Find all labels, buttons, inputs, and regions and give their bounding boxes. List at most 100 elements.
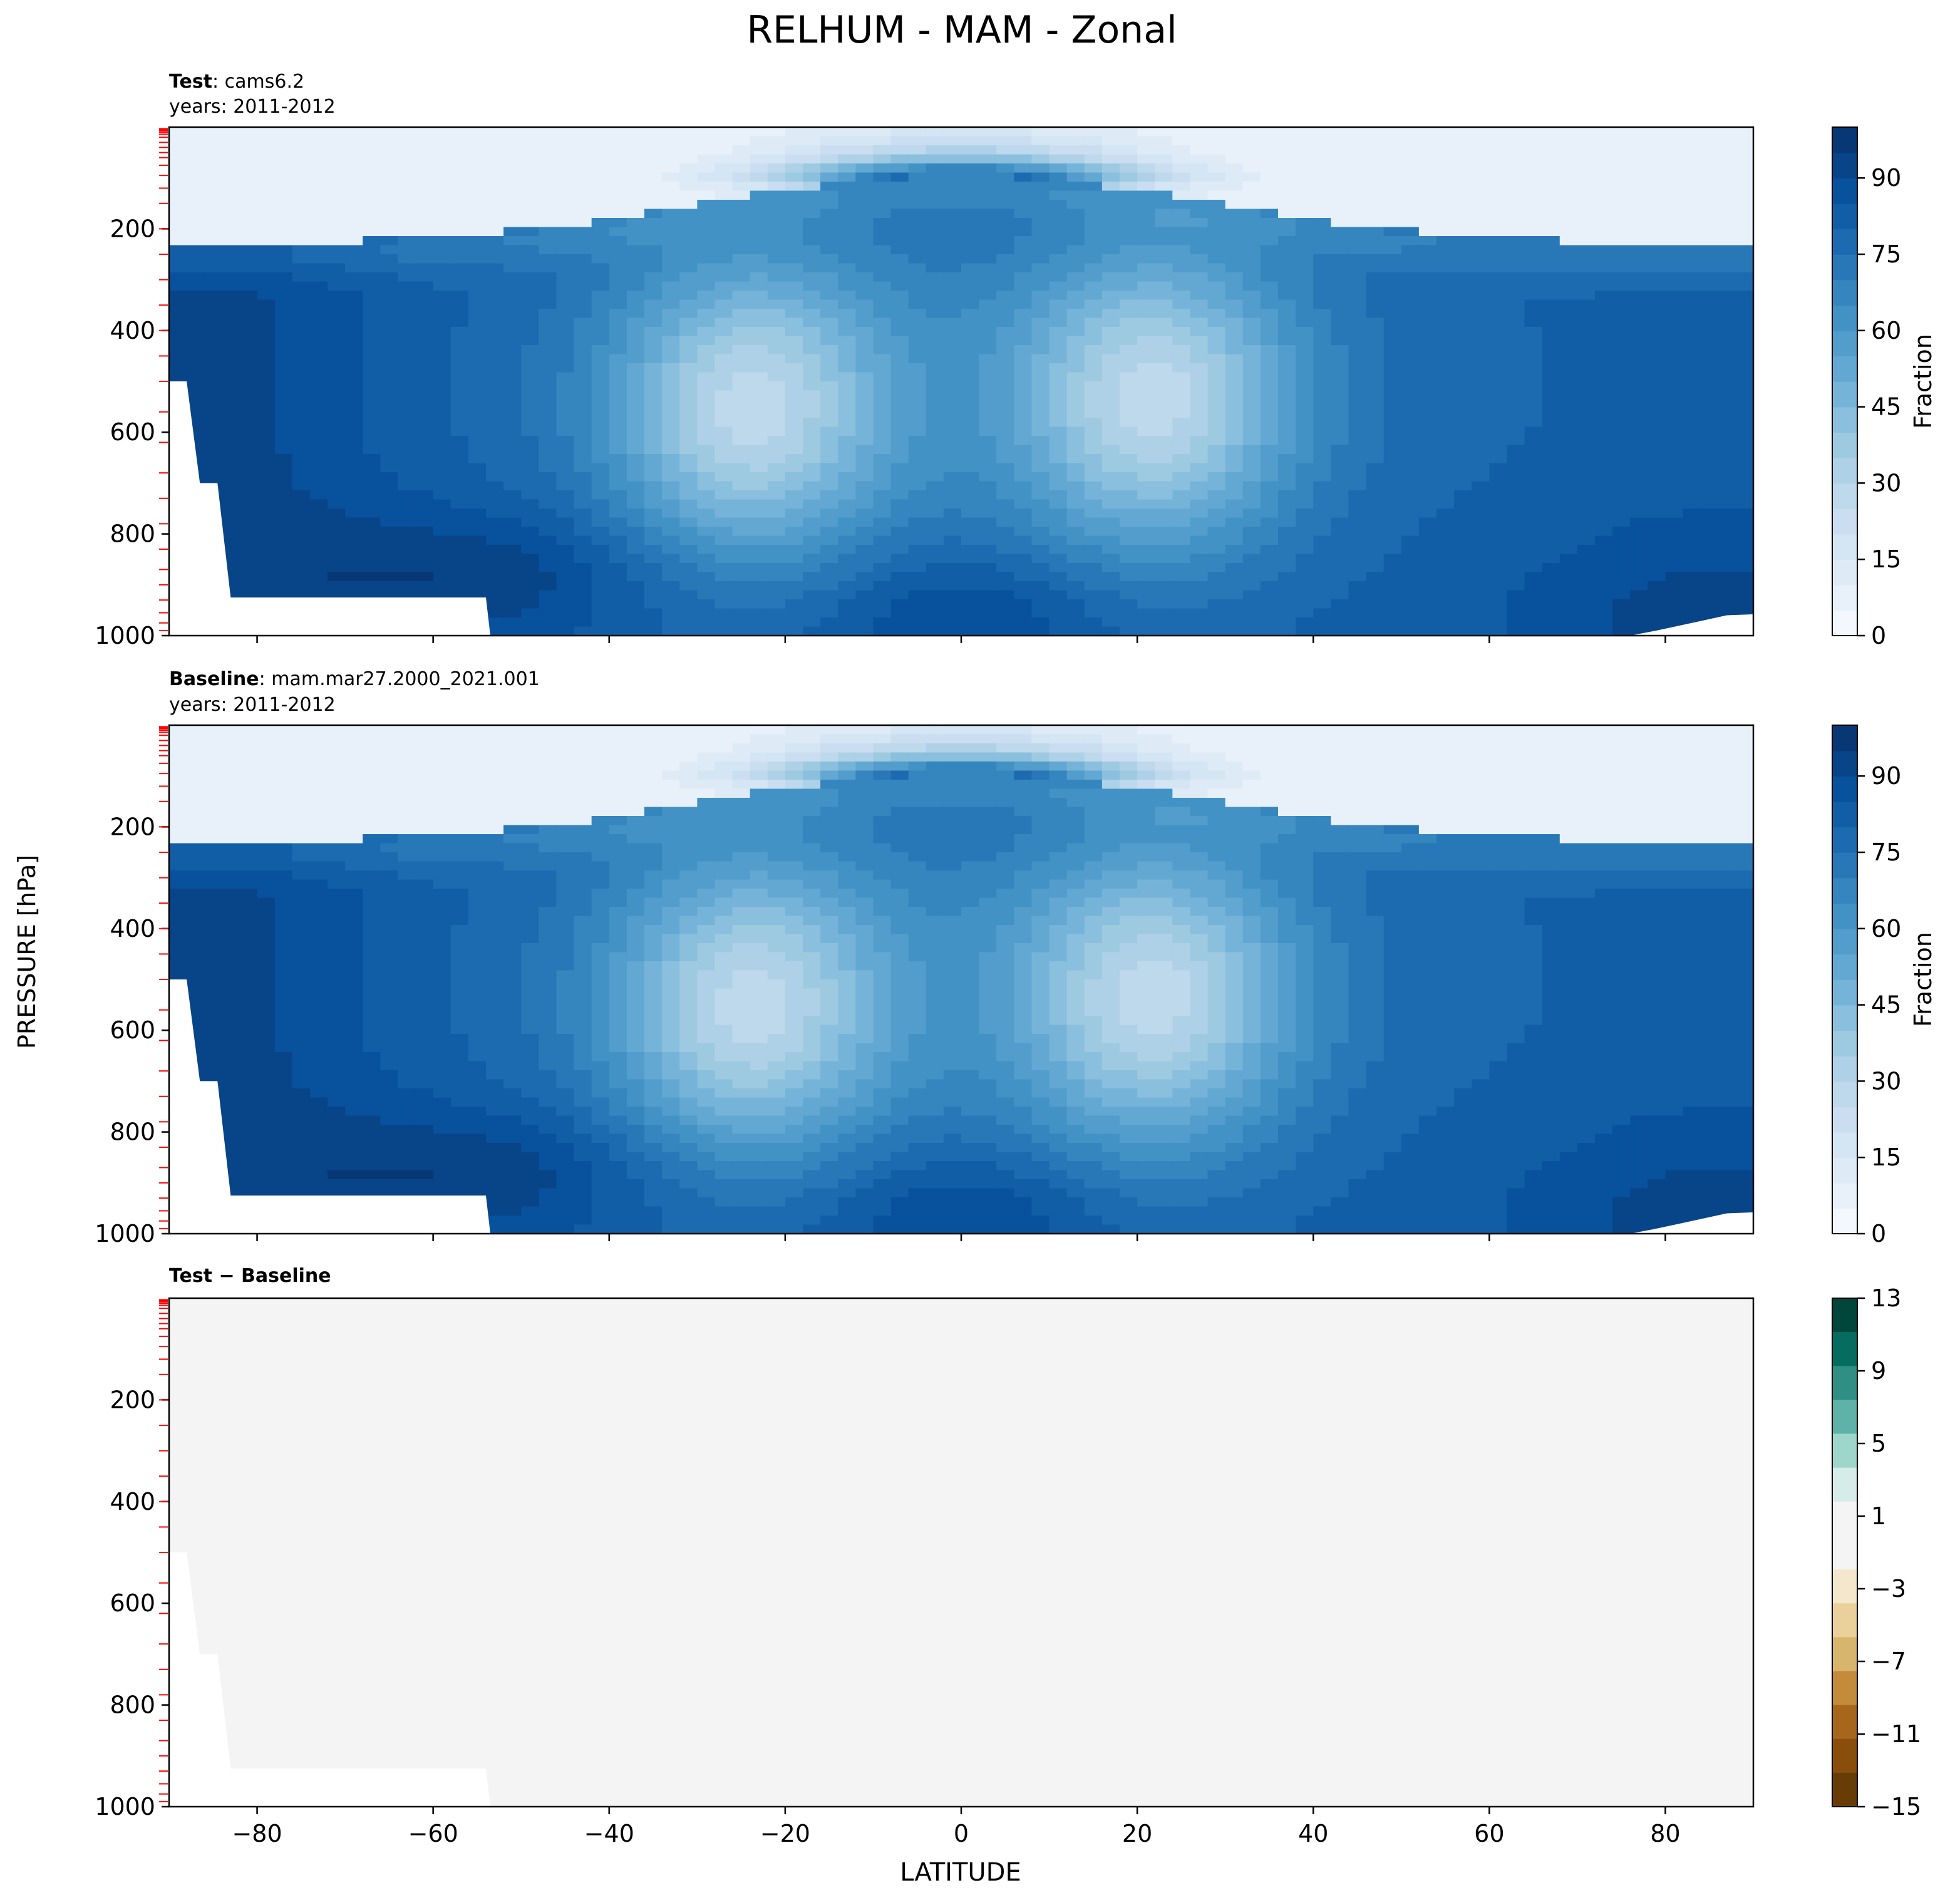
contour-cell (1454, 354, 1473, 364)
contour-cell (433, 363, 451, 373)
contour-cell (486, 418, 505, 428)
contour-cell (1489, 309, 1508, 319)
contour-cell (1472, 345, 1490, 355)
contour-cell (468, 545, 487, 555)
contour-cell (908, 263, 927, 273)
contour-cell (679, 190, 698, 200)
contour-cell (1348, 309, 1367, 319)
contour-cell (1683, 381, 1701, 391)
contour-cell (1401, 509, 1420, 519)
contour-cell (1612, 581, 1631, 591)
contour-cell (1648, 617, 1666, 627)
contour-cell (979, 426, 998, 436)
contour-cell (1084, 563, 1103, 573)
contour-cell (803, 345, 822, 355)
contour-cell (1207, 182, 1226, 192)
contour-cell (363, 390, 381, 400)
contour-cell (1120, 572, 1138, 582)
contour-cell (1296, 263, 1314, 273)
contour-cell (1559, 190, 1578, 200)
contour-cell (1190, 263, 1209, 273)
contour-cell (1577, 272, 1596, 282)
contour-cell (1190, 490, 1209, 500)
contour-cell (1066, 509, 1085, 519)
contour-cell (1595, 608, 1614, 618)
contour-cell (1242, 263, 1261, 273)
contour-cell (1665, 463, 1684, 473)
contour-cell (292, 245, 311, 255)
contour-cell (345, 136, 364, 146)
contour-cell (662, 336, 681, 346)
contour-cell (1366, 145, 1385, 155)
contour-cell (1383, 481, 1402, 491)
contour-cell (732, 490, 751, 500)
contour-cell (943, 245, 962, 255)
contour-cell (1242, 490, 1261, 500)
contour-cell (1595, 354, 1614, 364)
contour-cell (398, 336, 416, 346)
contour-cell (222, 318, 240, 328)
contour-cell (1207, 436, 1226, 446)
contour-cell (1489, 463, 1508, 473)
contour-cell (750, 245, 768, 255)
contour-cell (450, 190, 469, 200)
contour-cell (697, 554, 716, 564)
contour-cell (328, 227, 346, 237)
contour-cell (820, 509, 839, 519)
contour-cell (1595, 390, 1614, 400)
contour-cell (1260, 254, 1279, 264)
contour-cell (1454, 563, 1473, 573)
contour-cell (380, 545, 399, 555)
contour-cell (979, 190, 998, 200)
contour-cell (890, 545, 909, 555)
contour-cell (309, 154, 328, 164)
contour-cell (1296, 272, 1314, 282)
contour-cell (1595, 517, 1614, 527)
contour-cell (1648, 299, 1666, 309)
contour-cell (1683, 490, 1701, 500)
contour-cell (1418, 563, 1437, 573)
contour-cell (979, 563, 998, 573)
contour-cell (1313, 509, 1332, 519)
contour-cell (943, 490, 962, 500)
contour-cell (961, 236, 980, 246)
contour-cell (1225, 426, 1244, 436)
contour-cell (574, 572, 592, 582)
contour-cell (943, 617, 962, 627)
contour-cell (1648, 581, 1666, 591)
contour-cell (1524, 617, 1543, 627)
contour-cell (785, 454, 803, 464)
contour-cell (222, 509, 240, 519)
contour-cell (309, 227, 328, 237)
contour-cell (1401, 163, 1420, 173)
contour-cell (1366, 372, 1385, 382)
contour-cell (855, 463, 874, 473)
contour-cell (1049, 309, 1068, 319)
contour-cell (1172, 291, 1191, 301)
contour-cell (328, 554, 346, 564)
contour-cell (274, 545, 293, 555)
contour-cell (1014, 190, 1033, 200)
contour-cell (1155, 363, 1173, 373)
contour-cell (1630, 254, 1649, 264)
contour-cell (1049, 535, 1068, 545)
contour-cell (1331, 436, 1349, 446)
contour-cell (996, 499, 1015, 509)
contour-cell (398, 381, 416, 391)
contour-cell (1014, 291, 1033, 301)
contour-cell (1348, 363, 1367, 373)
contour-cell (503, 481, 522, 491)
contour-cell (1735, 236, 1753, 246)
contour-cell (1436, 490, 1455, 500)
contour-cell (1331, 400, 1349, 410)
contour-cell (926, 563, 944, 573)
contour-cell (714, 127, 733, 137)
contour-cell (1260, 236, 1279, 246)
contour-cell (1313, 381, 1332, 391)
contour-cell (1084, 527, 1103, 537)
contour-cell (1542, 327, 1560, 337)
contour-cell (1031, 481, 1050, 491)
contour-cell (1524, 163, 1543, 173)
contour-cell (961, 554, 980, 564)
contour-cell (979, 200, 998, 210)
